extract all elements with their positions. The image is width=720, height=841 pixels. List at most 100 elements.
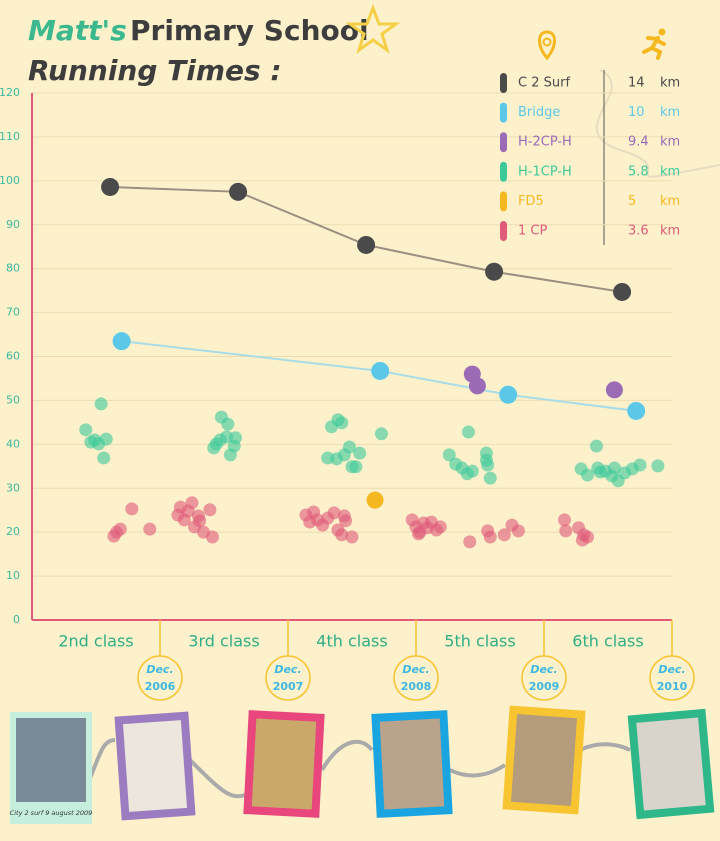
data-point bbox=[97, 451, 111, 465]
data-point bbox=[581, 530, 595, 544]
data-point bbox=[342, 440, 356, 454]
y-tick-label: 120 bbox=[0, 86, 20, 99]
data-point bbox=[101, 177, 120, 196]
data-point bbox=[442, 448, 456, 462]
legend-swatch bbox=[500, 73, 507, 93]
data-point bbox=[221, 417, 235, 431]
runner-icon bbox=[642, 28, 666, 60]
data-point bbox=[465, 464, 479, 478]
photo bbox=[123, 720, 187, 812]
data-point bbox=[366, 491, 384, 509]
legend-swatch bbox=[500, 191, 507, 212]
data-point bbox=[349, 460, 363, 474]
y-tick-label: 100 bbox=[0, 174, 20, 187]
date-month: Dec. bbox=[530, 663, 557, 676]
photo-connector bbox=[78, 738, 631, 801]
date-year: 2006 bbox=[145, 680, 176, 693]
y-tick-label: 0 bbox=[13, 613, 20, 626]
legend-distance: 5.8 bbox=[628, 164, 649, 179]
x-tick-label: 3rd class bbox=[188, 632, 259, 651]
data-point bbox=[374, 427, 388, 441]
y-tick-label: 70 bbox=[6, 306, 20, 319]
data-point bbox=[497, 528, 511, 542]
data-point bbox=[651, 459, 665, 473]
legend-unit: km bbox=[660, 194, 680, 209]
data-point bbox=[468, 377, 486, 395]
y-tick-label: 10 bbox=[6, 569, 20, 582]
data-point bbox=[321, 451, 335, 465]
data-point bbox=[353, 446, 367, 460]
data-point bbox=[84, 435, 98, 449]
legend-unit: km bbox=[660, 105, 680, 120]
data-point bbox=[412, 527, 426, 541]
title-name: Matt's bbox=[28, 14, 127, 47]
data-point bbox=[357, 235, 376, 254]
legend-name: FD5 bbox=[518, 194, 544, 209]
date-badge bbox=[265, 655, 311, 701]
data-point bbox=[99, 432, 113, 446]
data-point bbox=[345, 530, 359, 544]
data-point bbox=[335, 416, 349, 430]
legend-name: 1 CP bbox=[518, 224, 547, 239]
data-point bbox=[94, 397, 108, 411]
x-tick-label: 2nd class bbox=[58, 632, 133, 651]
data-point bbox=[327, 506, 341, 520]
data-point bbox=[605, 381, 623, 399]
date-year: 2009 bbox=[529, 680, 560, 693]
decor-curve bbox=[595, 69, 720, 178]
photo bbox=[16, 718, 86, 802]
photo-caption: City 2 surf 9 august 2009 bbox=[10, 809, 93, 817]
data-point bbox=[229, 182, 248, 201]
y-tick-label: 90 bbox=[6, 218, 20, 231]
data-point bbox=[627, 401, 646, 420]
legend-unit: km bbox=[660, 76, 680, 91]
y-tick-label: 50 bbox=[6, 393, 20, 406]
data-point bbox=[185, 496, 199, 510]
data-point bbox=[335, 528, 349, 542]
data-point bbox=[499, 385, 518, 404]
photo bbox=[251, 718, 317, 810]
legend-unit: km bbox=[660, 135, 680, 150]
legend-name: C 2 Surf bbox=[518, 76, 570, 91]
photo bbox=[511, 714, 577, 806]
y-tick-label: 30 bbox=[6, 481, 20, 494]
date-year: 2008 bbox=[401, 680, 432, 693]
photo bbox=[379, 718, 445, 810]
date-year: 2007 bbox=[273, 680, 304, 693]
title-school: Primary School bbox=[130, 14, 369, 47]
x-tick-label: 6th class bbox=[572, 632, 643, 651]
legend-swatch bbox=[500, 161, 507, 182]
date-month: Dec. bbox=[146, 663, 173, 676]
date-badge bbox=[393, 655, 439, 701]
x-tick-label: 4th class bbox=[316, 632, 387, 651]
data-point bbox=[143, 522, 157, 536]
data-point bbox=[463, 535, 477, 549]
legend-distance: 14 bbox=[628, 76, 645, 91]
y-tick-label: 60 bbox=[6, 350, 20, 363]
data-point bbox=[479, 453, 493, 467]
legend-distance: 9.4 bbox=[628, 135, 649, 150]
data-point bbox=[205, 530, 219, 544]
legend-distance: 5 bbox=[628, 194, 636, 209]
date-badge bbox=[137, 655, 183, 701]
y-tick-label: 40 bbox=[6, 437, 20, 450]
y-tick-label: 110 bbox=[0, 130, 20, 143]
data-point bbox=[593, 465, 607, 479]
title-line2: Running Times : bbox=[28, 54, 282, 87]
data-point bbox=[557, 513, 571, 527]
date-badge bbox=[649, 655, 695, 701]
legend-distance: 10 bbox=[628, 105, 645, 120]
photo-strip: City 2 surf 9 august 2009 bbox=[10, 705, 715, 824]
data-point bbox=[113, 522, 127, 536]
legend-swatch bbox=[500, 132, 507, 153]
date-month: Dec. bbox=[402, 663, 429, 676]
pin-icon bbox=[538, 30, 556, 61]
y-tick-label: 80 bbox=[6, 262, 20, 275]
data-point bbox=[203, 503, 217, 517]
data-point bbox=[613, 282, 632, 301]
data-point bbox=[483, 530, 497, 544]
star-icon bbox=[345, 3, 401, 54]
legend-name: Bridge bbox=[518, 105, 560, 120]
y-tick-label: 20 bbox=[6, 525, 20, 538]
